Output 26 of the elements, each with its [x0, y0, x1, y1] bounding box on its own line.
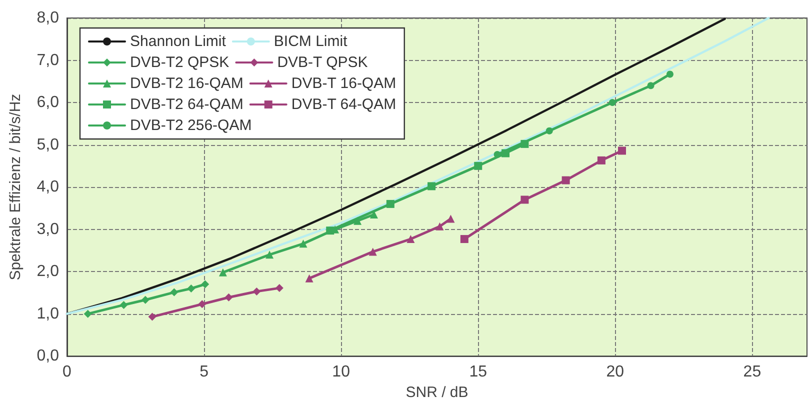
y-tick-label: 5,0 [36, 136, 60, 154]
y-tick-label: 7,0 [36, 52, 60, 69]
y-tick-label: 4,0 [36, 178, 60, 196]
x-tick-label: 25 [743, 364, 762, 381]
legend-label: Shannon Limit [130, 33, 227, 50]
y-tick-label: 2,0 [36, 263, 60, 280]
y-tick-label: 3,0 [36, 220, 60, 238]
x-tick-label: 10 [332, 364, 350, 381]
y-tick-label: 0,0 [36, 348, 60, 365]
legend-label: DVB-T2 QPSK [130, 54, 230, 71]
y-tick-label: 1,0 [36, 305, 60, 322]
legend-label: DVB-T2 256-QAM [130, 117, 252, 134]
legend-label: BICM Limit [274, 33, 348, 50]
legend-label: DVB-T QPSK [277, 54, 368, 71]
x-axis-title: SNR / dB [406, 384, 468, 401]
x-tick-label: 0 [62, 364, 72, 381]
x-tick-label: 5 [200, 364, 209, 381]
legend-label: DVB-T2 16-QAM [130, 75, 244, 92]
x-tick-label: 15 [469, 364, 488, 381]
y-axis-title: Spektrale Effizienz / bit/s/Hz [7, 94, 24, 280]
legend-label: DVB-T 64-QAM [291, 96, 396, 113]
y-tick-label: 6,0 [36, 94, 60, 112]
legend-label: DVB-T2 64-QAM [130, 96, 244, 113]
x-tick-label: 20 [606, 364, 624, 381]
legend-label: DVB-T 16-QAM [291, 75, 396, 92]
y-tick-label: 8,0 [36, 10, 60, 26]
